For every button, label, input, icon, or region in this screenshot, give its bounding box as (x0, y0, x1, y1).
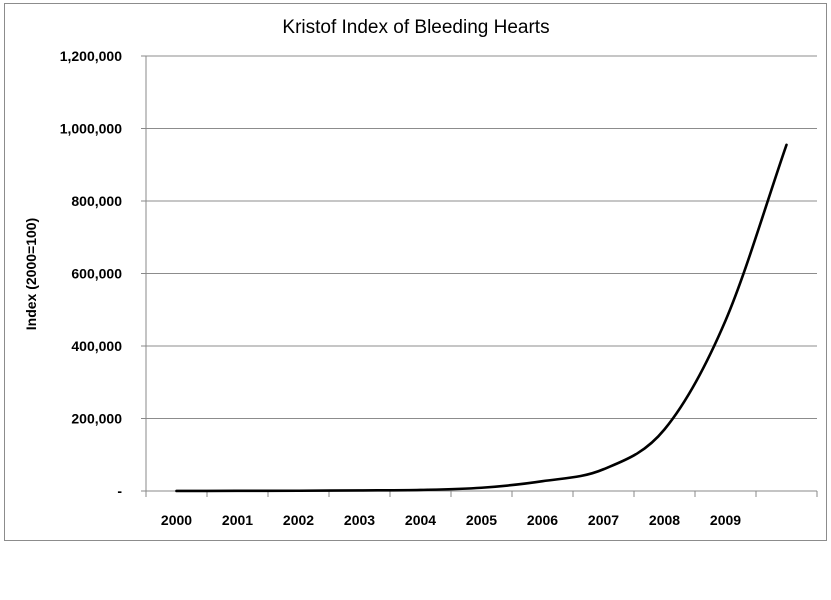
chart-title: Kristof Index of Bleeding Hearts (282, 17, 549, 38)
x-axis-ticks: 2000 2001 2002 2003 2004 2005 2006 2007 2008 2009 (145, 491, 818, 528)
y-axis-title: Index (2000=100) (23, 218, 39, 330)
index-series-line (175, 143, 788, 493)
x-tick-label: 2000 (161, 512, 192, 528)
y-tick-label: - (117, 483, 122, 499)
y-tick-label: 600,000 (71, 266, 122, 282)
y-axis-ticks: - 200,000 400,000 600,000 800,000 1,000,000 1,… (60, 48, 146, 499)
y-tick-label: 1,000,000 (60, 121, 122, 137)
x-tick-label: 2009 (710, 512, 741, 528)
y-tick-label: 800,000 (71, 193, 122, 209)
y-tick-label: 1,200,000 (60, 48, 122, 64)
grid-lines (146, 55, 817, 419)
x-tick-label: 2004 (405, 512, 436, 528)
x-tick-label: 2007 (588, 512, 619, 528)
x-tick-label: 2006 (527, 512, 558, 528)
x-tick-label: 2002 (283, 512, 314, 528)
x-tick-label: 2008 (649, 512, 680, 528)
y-tick-label: 200,000 (71, 411, 122, 427)
x-tick-label: 2001 (222, 512, 253, 528)
chart-frame (4, 3, 827, 541)
x-tick-label: 2003 (344, 512, 375, 528)
x-tick-label: 2005 (466, 512, 497, 528)
y-tick-label: 400,000 (71, 338, 122, 354)
